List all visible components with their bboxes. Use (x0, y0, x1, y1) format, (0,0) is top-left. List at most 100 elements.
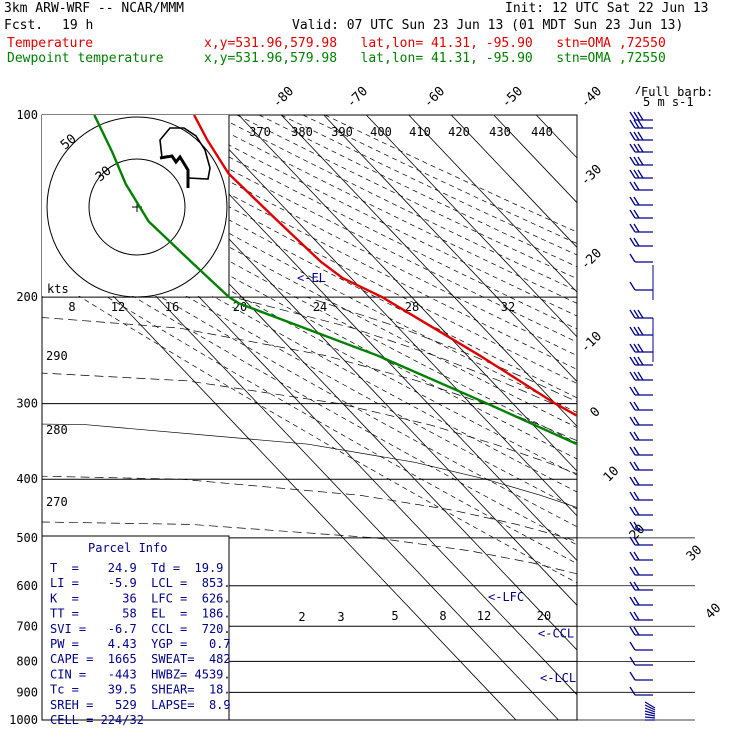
parcel-info-row: PW = 4.43 YGP = 0.7 (50, 637, 231, 651)
barb-flag (633, 476, 640, 486)
wind-barb (629, 521, 653, 531)
level-marker-lfc: <-LFC (488, 590, 524, 604)
pressure-tick-label: 700 (16, 619, 38, 633)
wind-barb (629, 143, 653, 153)
sounding-profiles (93, 115, 577, 446)
pressure-tick-label: 900 (16, 685, 38, 699)
parcel-info-row: Tc = 39.5 SHEAR= 18. (50, 683, 231, 697)
isotherm-line (153, 115, 577, 562)
barb-flag (629, 581, 636, 591)
hodograph-speed-tick: 12 (111, 300, 125, 314)
isotherm-line (195, 115, 577, 517)
barb-flag (633, 536, 640, 546)
barb-flag (633, 343, 640, 353)
parcel-info-title: Parcel Info (88, 541, 167, 555)
barb-flag (629, 223, 636, 233)
barb-flag (629, 491, 636, 501)
hodograph-speed-tick: 28 (405, 300, 419, 314)
barb-flag (629, 169, 636, 179)
level-marker-el: <-EL (297, 271, 326, 285)
theta-label: 370 (249, 125, 271, 139)
barb-flag (629, 641, 636, 651)
barb-flag (633, 111, 640, 121)
barb-flag (629, 611, 636, 621)
parcel-info-row: SREH = 529 LAPSE= 8.9 (50, 698, 231, 712)
barb-flag (633, 626, 640, 636)
dewpoint-legend: Dewpoint temperature (7, 51, 164, 66)
dry-adiabat (42, 196, 577, 493)
barb-flag (629, 656, 636, 666)
model-title: 3km ARW-WRF -- NCAR/MMM (4, 1, 185, 16)
dry-adiabat (258, 115, 577, 268)
barb-flag (633, 551, 640, 561)
level-marker-lcl: <-LCL (540, 671, 576, 685)
barb-flag (633, 356, 640, 366)
wind-barb (629, 536, 653, 546)
mixing-ratio-label: 2 (298, 610, 305, 624)
temperature-station-info: x,y=531.96,579.98 lat,lon= 41.31, -95.90… (204, 36, 666, 51)
pressure-tick-label: 600 (16, 579, 38, 593)
barb-flag (637, 119, 644, 129)
barb-flag (629, 181, 636, 191)
dewpoint-station-info: x,y=531.96,579.98 lat,lon= 41.31, -95.90… (204, 51, 666, 66)
dry-adiabat (214, 115, 577, 292)
wind-barb (629, 386, 653, 396)
parcel-info-row: CAPE = 1665 SWEAT= 482 (50, 652, 231, 666)
skew-temperature-label: -20 (578, 246, 605, 273)
barb-flag (633, 521, 640, 531)
dry-adiabat (170, 115, 577, 317)
wind-barb (629, 237, 653, 247)
theta-label: 440 (531, 125, 553, 139)
barb-flag (629, 476, 636, 486)
barb-flag (633, 156, 640, 166)
theta-label: 420 (448, 125, 470, 139)
barb-cluster-line (644, 707, 656, 713)
barb-flag (629, 506, 636, 516)
pressure-tick-label: 400 (16, 472, 38, 486)
wind-barb (629, 181, 653, 191)
wind-barb (629, 119, 653, 129)
barb-flag (629, 326, 636, 336)
barb-flag (629, 131, 636, 141)
pressure-tick-label: 800 (16, 654, 38, 668)
skew-temperature-label: -10 (578, 329, 605, 356)
barb-flag (637, 143, 644, 153)
barb-flag (633, 371, 640, 381)
skew-temperature-label: -70 (344, 84, 371, 111)
theta-label: 400 (370, 125, 392, 139)
wind-barb (629, 596, 653, 606)
barb-flag (633, 196, 640, 206)
parcel-info-row: TT = 58 EL = 186. (50, 607, 231, 621)
barb-flag (633, 581, 640, 591)
barb-flag (637, 326, 644, 336)
theta-label: 430 (489, 125, 511, 139)
wind-barb (629, 309, 653, 319)
skew-temperature-label: -60 (421, 84, 448, 111)
wind-barb (629, 656, 653, 666)
temperature-profile (193, 115, 577, 418)
mixing-ratio-label: 3 (337, 610, 344, 624)
barb-cluster-line (644, 701, 656, 709)
skew-temperature-label: -40 (578, 84, 605, 111)
barb-flag (629, 536, 636, 546)
moist-adiabat (306, 296, 577, 403)
wind-barb (629, 401, 653, 411)
dry-adiabat (42, 210, 577, 510)
isotherm-line (579, 115, 740, 720)
isotherm-line (450, 115, 577, 248)
pressure-tick-label: 500 (16, 531, 38, 545)
barb-flag (629, 431, 636, 441)
mixing-ratio-label: 20 (537, 609, 551, 623)
skew-temperature-label: 10 (601, 464, 623, 486)
barb-flag (633, 309, 640, 319)
barb-legend-symbol (635, 85, 641, 95)
barb-flag (629, 521, 636, 531)
skew-temperature-label: -30 (578, 162, 605, 189)
valid-time: Valid: 07 UTC Sun 23 Jun 13 (01 MDT Sun … (292, 18, 684, 33)
parcel-info-row: CELL = 224/32 (50, 713, 144, 727)
wind-barb (629, 686, 653, 696)
skew-temperature-label: -80 (270, 84, 297, 111)
barb-flag (629, 119, 636, 129)
